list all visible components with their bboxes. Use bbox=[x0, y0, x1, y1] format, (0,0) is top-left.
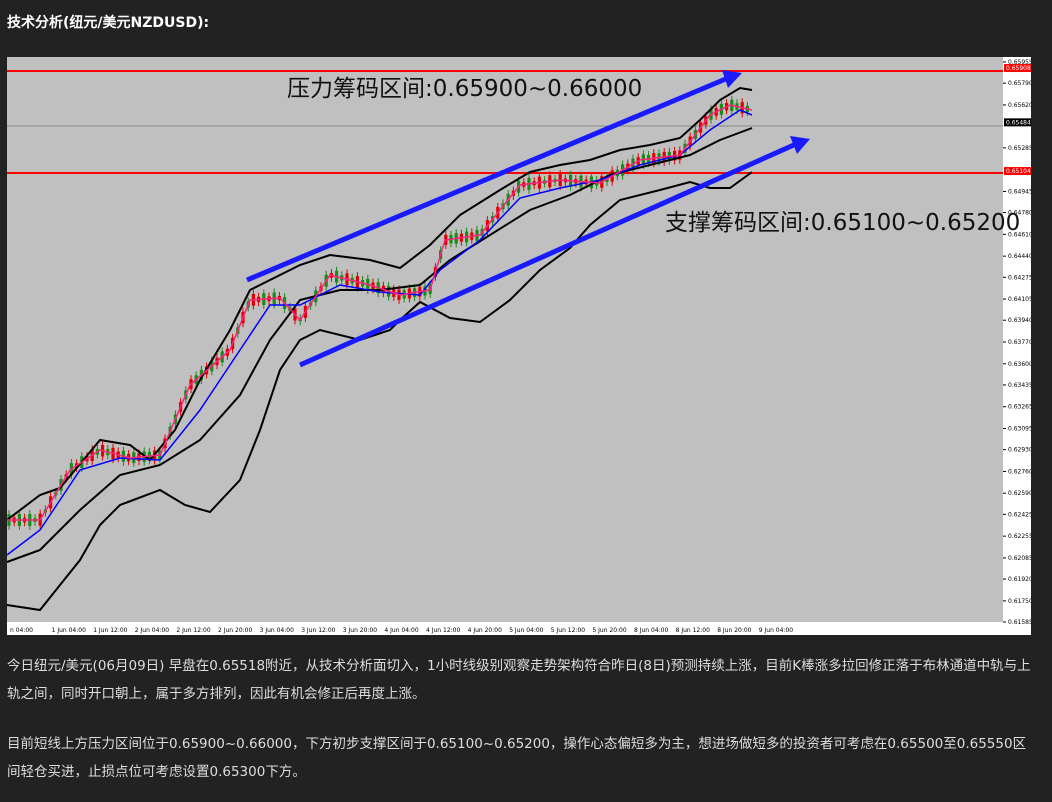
time-tick-label: 8 Jun 04:00 bbox=[634, 627, 668, 634]
ma-slow bbox=[7, 109, 753, 556]
price-tick-label: 0.63940 bbox=[1008, 317, 1031, 324]
ma-fast bbox=[7, 104, 753, 521]
price-tick-label: 0.62425 bbox=[1008, 511, 1031, 518]
arrowhead bbox=[790, 136, 810, 154]
price-tick-label: 0.64440 bbox=[1008, 253, 1031, 260]
arrows bbox=[246, 70, 810, 368]
title: 技术分析(纽元/美元NZDUSD): bbox=[7, 15, 210, 31]
time-tick-label: 1 Jun 12:00 bbox=[93, 627, 127, 634]
price-marker-label: 0.65484 bbox=[1006, 119, 1031, 126]
paragraph: 目前短线上方压力区间位于0.65900~0.66000，下方初步支撑区间于0.6… bbox=[7, 736, 1027, 780]
price-tick-label: 0.62255 bbox=[1008, 533, 1031, 540]
time-tick-label: 8 Jun 20:00 bbox=[717, 627, 751, 634]
time-tick-label: 1 Jun 04:00 bbox=[52, 627, 86, 634]
price-tick-label: 0.63770 bbox=[1008, 339, 1031, 346]
price-tick-label: 0.63095 bbox=[1008, 425, 1031, 432]
time-tick-label: 9 Jun 04:00 bbox=[759, 627, 793, 634]
annotation: 支撑筹码区间:0.65100~0.65200 bbox=[665, 210, 1020, 236]
price-tick-label: 0.65620 bbox=[1008, 102, 1031, 109]
time-tick-label: 5 Jun 20:00 bbox=[592, 627, 626, 634]
price-tick-label: 0.62085 bbox=[1008, 555, 1031, 562]
time-tick-label: 2 Jun 12:00 bbox=[176, 627, 210, 634]
price-tick-label: 0.61585 bbox=[1008, 619, 1031, 626]
time-axis: n 04:00 1 Jun 04:00 1 Jun 12:00 2 Jun 04:00… bbox=[10, 627, 793, 634]
price-marker-box bbox=[1004, 167, 1031, 176]
price-tick-label: 0.63265 bbox=[1008, 404, 1031, 411]
price-tick-label: 0.65790 bbox=[1008, 80, 1031, 87]
arrow-up bbox=[246, 75, 729, 283]
price-tick-label: 0.65285 bbox=[1008, 145, 1031, 152]
price-tick-label: 0.63600 bbox=[1008, 361, 1031, 368]
time-tick-label: 2 Jun 20:00 bbox=[218, 627, 252, 634]
chart-bg bbox=[7, 57, 1031, 635]
chart-image: 压力筹码区间:0.65900~0.66000 支撑筹码区间:0.65100~0.… bbox=[7, 57, 1031, 635]
price-tick-label: 0.64945 bbox=[1008, 188, 1031, 195]
time-tick-label: 3 Jun 12:00 bbox=[301, 627, 335, 634]
time-tick-label: 4 Jun 12:00 bbox=[426, 627, 460, 634]
time-tick-label: 5 Jun 12:00 bbox=[551, 627, 585, 634]
price-tick-label: 0.64610 bbox=[1008, 231, 1031, 238]
price-tick-label: 0.63435 bbox=[1008, 382, 1031, 389]
price-tick-label: 0.61750 bbox=[1008, 598, 1031, 605]
time-tick-label: 3 Jun 04:00 bbox=[260, 627, 294, 634]
price-tick-label: 0.62760 bbox=[1008, 468, 1031, 475]
price-tick-label: 0.64105 bbox=[1008, 296, 1031, 303]
price-tick-label: 0.62590 bbox=[1008, 490, 1031, 497]
middle-band bbox=[7, 127, 753, 563]
lower-band bbox=[7, 171, 753, 612]
time-tick-label: 4 Jun 20:00 bbox=[468, 627, 502, 634]
time-tick-label: n 04:00 bbox=[10, 627, 33, 634]
price-tick-label: 0.64275 bbox=[1008, 274, 1031, 281]
price-tick-label: 0.61920 bbox=[1008, 576, 1031, 583]
price-marker-label: 0.65908 bbox=[1006, 65, 1031, 72]
price-tick-label: 0.65955 bbox=[1008, 59, 1031, 66]
time-tick-label: 2 Jun 04:00 bbox=[135, 627, 169, 634]
price-marker-label: 0.65104 bbox=[1006, 168, 1031, 175]
upper-band bbox=[7, 86, 753, 521]
time-axis-bg bbox=[7, 622, 1003, 635]
time-tick-label: 4 Jun 04:00 bbox=[384, 627, 418, 634]
price-tick-label: 0.62930 bbox=[1008, 447, 1031, 454]
time-tick-label: 5 Jun 04:00 bbox=[509, 627, 543, 634]
time-tick-label: 3 Jun 20:00 bbox=[343, 627, 377, 634]
price-axis-bg bbox=[1003, 57, 1031, 635]
price-marker-box bbox=[1004, 64, 1031, 73]
paragraph: 今日纽元/美元(06月09日) 早盘在0.65518附近，从技术分析面切入，1小… bbox=[7, 658, 1031, 702]
time-tick-label: 8 Jun 12:00 bbox=[676, 627, 710, 634]
price-tick-label: 0.64780 bbox=[1008, 210, 1031, 217]
price-marker-box bbox=[1004, 118, 1031, 127]
price-axis: 0.65955 0.65790 0.65620 0.65285 0.64945 0.647… bbox=[1003, 59, 1031, 626]
arrow-up bbox=[298, 141, 798, 368]
arrowhead bbox=[722, 70, 742, 88]
annotation: 压力筹码区间:0.65900~0.66000 bbox=[287, 76, 642, 102]
